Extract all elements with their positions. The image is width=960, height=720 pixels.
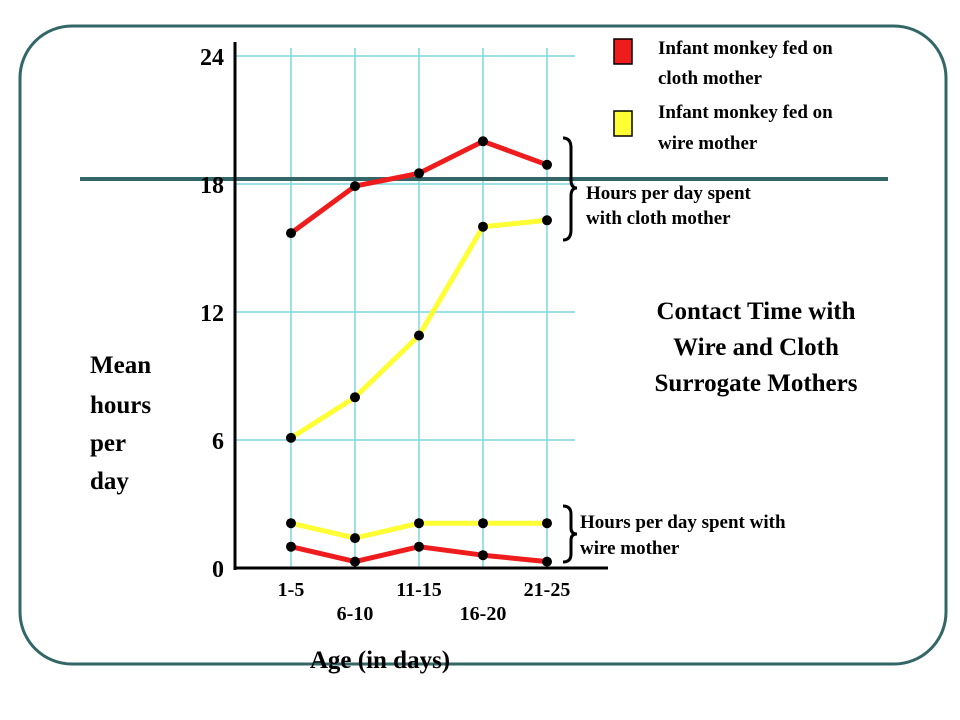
legend-label-cloth-fed-line-2: cloth mother [658,68,763,89]
y-axis-label-line-4: day [90,468,129,495]
slide-frame [18,24,948,666]
y-tick-label-0: 0 [212,557,224,583]
y-tick-label-6: 6 [212,429,224,455]
data-point-wire-3-11-15 [414,518,424,529]
data-point-wire-4-21-25 [542,556,552,567]
x-tick-label-1-5: 1-5 [278,579,305,601]
annotation-wire-line-2: wire mother [580,538,680,559]
brace-wire-mother [562,504,578,564]
data-point-cloth-2-1-5 [286,432,296,443]
data-point-cloth-1-11-15 [414,168,424,179]
x-axis-label: Age (in days) [310,647,450,674]
x-tick-label-6-10: 6-10 [337,603,374,625]
x-tick-label-21-25: 21-25 [524,579,571,601]
y-tick-labels: 0 6 12 18 24 [200,45,224,583]
data-point-wire-3-21-25 [542,518,552,529]
y-tick-label-24: 24 [200,45,224,71]
data-point-wire-3-1-5 [286,518,296,529]
y-tick-label-12: 12 [200,301,224,327]
annotation-cloth-line-2: with cloth mother [586,208,731,229]
data-point-cloth-1-21-25 [542,159,552,170]
legend-swatch-wire-fed [613,110,633,137]
data-point-cloth-2-21-25 [542,215,552,226]
y-axis-label-line-2: hours [90,392,151,419]
data-point-wire-4-1-5 [286,541,296,552]
data-point-wire-3-6-10 [350,533,360,544]
data-point-wire-4-11-15 [414,541,424,552]
annotation-cloth-line-1: Hours per day spent [586,183,752,204]
x-tick-label-16-20: 16-20 [460,603,507,625]
x-tick-label-11-15: 11-15 [396,579,442,601]
chart-title-line-3: Surrogate Mothers [655,370,858,397]
data-point-wire-4-16-20 [478,550,488,561]
data-point-cloth-1-16-20 [478,136,488,147]
data-point-wire-3-16-20 [478,518,488,529]
chart-title-line-1: Contact Time with [656,298,855,325]
gridlines [235,48,575,568]
chart-title-line-2: Wire and Cloth [673,334,839,361]
data-point-cloth-2-6-10 [350,392,360,403]
data-point-cloth-2-16-20 [478,221,488,232]
data-point-cloth-1-1-5 [286,228,296,239]
legend-label-wire-fed-line-1: Infant monkey fed on [658,102,833,123]
y-axis-label-line-1: Mean [90,352,151,379]
legend-swatch-cloth-fed [613,38,633,65]
legend-label-wire-fed-line-2: wire mother [658,133,758,154]
x-tick-labels: 1-5 6-10 11-15 16-20 21-25 [278,579,571,625]
y-axis-label-line-3: per [90,430,126,457]
y-tick-label-18: 18 [200,173,224,199]
brace-cloth-mother [562,136,578,242]
data-point-wire-4-6-10 [350,556,360,567]
annotation-wire-line-1: Hours per day spent with [580,512,786,533]
data-points [286,136,552,567]
data-point-cloth-1-6-10 [350,181,360,192]
legend-label-cloth-fed-line-1: Infant monkey fed on [658,38,833,59]
data-point-cloth-2-11-15 [414,330,424,341]
